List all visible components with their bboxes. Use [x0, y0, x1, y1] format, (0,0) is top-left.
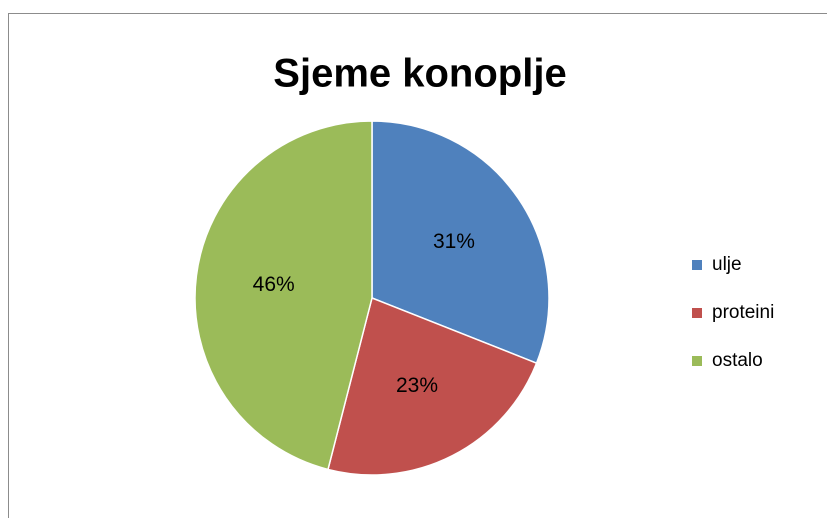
data-label: 46%	[253, 273, 295, 296]
pie-slice	[327, 296, 538, 476]
legend-swatch	[692, 308, 702, 318]
pie-slice	[194, 120, 373, 471]
legend-swatch	[692, 356, 702, 366]
legend-label: ostalo	[712, 350, 763, 371]
legend-label: proteini	[712, 302, 774, 323]
legend-label: ulje	[712, 254, 742, 275]
chart-title: Sjeme konoplje	[273, 52, 566, 96]
legend-swatch	[692, 260, 702, 270]
pie-slice	[371, 120, 550, 365]
data-label: 31%	[433, 230, 475, 253]
data-label: 23%	[396, 374, 438, 397]
